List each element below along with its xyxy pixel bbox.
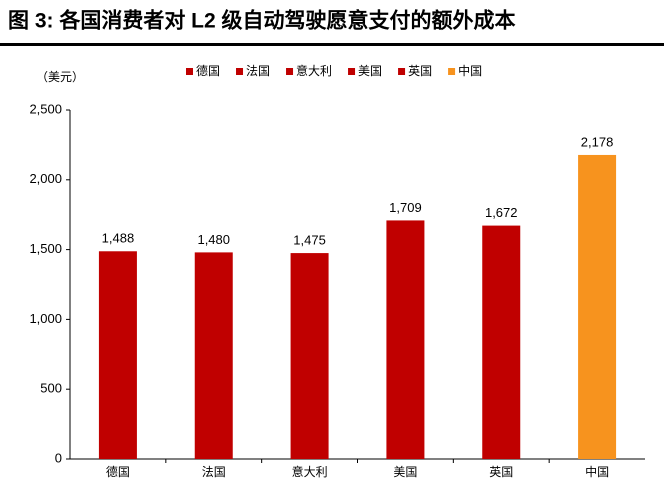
y-tick-label: 0 [55, 450, 62, 465]
legend-label: 意大利 [296, 63, 332, 78]
bar [290, 253, 329, 459]
bar [578, 154, 617, 459]
data-label: 1,475 [293, 233, 326, 248]
bar [98, 251, 137, 459]
bar [386, 220, 425, 459]
legend-swatch [398, 68, 406, 75]
x-tick-label: 法国 [202, 465, 226, 479]
bar [482, 225, 521, 459]
x-tick-label: 美国 [393, 465, 417, 479]
y-tick-label: 1,000 [29, 311, 62, 326]
data-label: 1,488 [102, 231, 135, 246]
y-axis-label: （美元） [36, 70, 84, 84]
legend-label: 英国 [408, 64, 432, 78]
legend-swatch [236, 68, 244, 75]
legend-label: 法国 [246, 64, 270, 78]
legend-swatch [186, 68, 193, 75]
data-label: 1,480 [197, 232, 230, 247]
data-label: 1,709 [389, 200, 422, 215]
legend-swatch [286, 68, 294, 75]
legend-label: 中国 [458, 63, 482, 78]
legend-label: 德国 [196, 63, 220, 78]
x-tick-label: 德国 [106, 464, 130, 479]
y-tick-label: 500 [40, 381, 62, 396]
legend-swatch [448, 68, 456, 75]
chart-title: 图 3: 各国消费者对 L2 级自动驾驶愿意支付的额外成本 [8, 9, 516, 33]
data-label: 2,178 [581, 134, 614, 149]
y-tick-label: 2,500 [29, 101, 62, 116]
y-tick-label: 1,500 [29, 241, 62, 256]
legend-label: 美国 [358, 64, 382, 78]
x-tick-label: 意大利 [292, 464, 328, 479]
legend-swatch [348, 68, 356, 75]
x-tick-label: 中国 [585, 464, 609, 479]
x-tick-label: 英国 [489, 465, 513, 479]
title-rule [0, 43, 664, 46]
data-label: 1,672 [485, 205, 518, 220]
bar [194, 252, 233, 459]
y-tick-label: 2,000 [29, 171, 62, 186]
